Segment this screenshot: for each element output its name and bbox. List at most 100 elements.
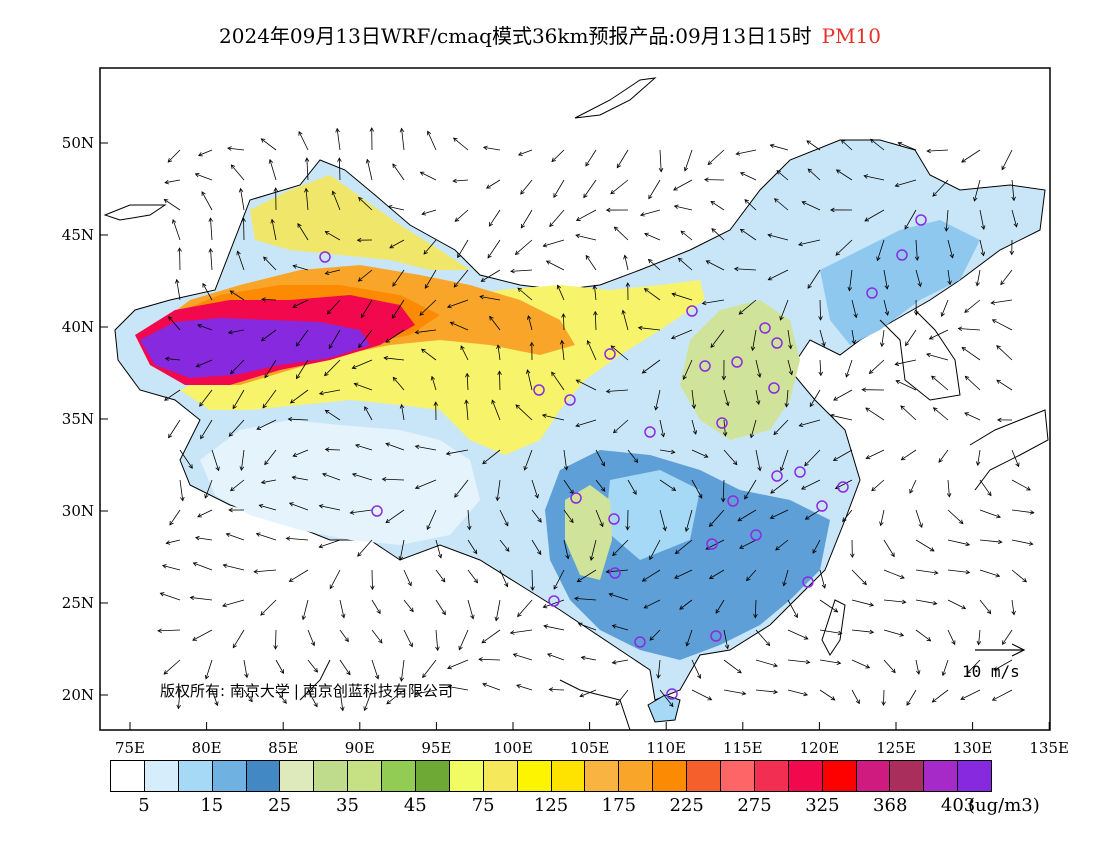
wind-arrow-head	[608, 592, 614, 598]
wind-arrow-head	[473, 549, 478, 555]
wind-arrow	[527, 315, 533, 331]
colorbar-swatch	[754, 761, 789, 791]
wind-arrow-head	[757, 466, 762, 472]
wind-arrow	[553, 569, 565, 590]
wind-arrow	[163, 659, 181, 675]
wind-arrow	[691, 689, 712, 701]
wind-arrow-head	[708, 522, 714, 527]
wind-arrow	[848, 269, 853, 291]
wind-arrow	[302, 599, 309, 620]
wind-arrow	[574, 598, 597, 601]
wind-arrow-head	[255, 532, 261, 537]
city-marker	[533, 384, 545, 396]
wind-arrow	[895, 179, 917, 187]
wind-arrow-head	[328, 344, 333, 350]
wind-arrow	[786, 389, 789, 407]
wind-arrow	[1001, 149, 1013, 170]
wind-arrow	[723, 449, 738, 465]
colorbar	[110, 760, 992, 792]
wind-arrow-head	[1015, 462, 1020, 468]
wind-arrow-head	[517, 612, 522, 618]
junggar-yellow-region	[250, 175, 470, 270]
wind-arrow-head	[779, 466, 785, 472]
wind-arrow-head	[164, 179, 169, 185]
wind-arrow-head	[611, 659, 617, 665]
wind-arrow	[1000, 269, 1013, 285]
lon-label: 120E	[800, 739, 840, 757]
wind-arrow-head	[208, 217, 213, 222]
colorbar-swatch	[585, 761, 620, 791]
wind-arrow	[200, 419, 213, 439]
wind-arrow	[553, 179, 565, 198]
wind-arrow	[787, 689, 808, 696]
colorbar-swatch	[687, 761, 722, 791]
wind-arrow-head	[991, 696, 997, 701]
colorbar-swatch	[517, 761, 552, 791]
wind-arrow-head	[658, 167, 664, 173]
colorbar-label: 225	[669, 795, 704, 816]
wind-arrow-head	[733, 266, 739, 272]
wind-arrow-head	[169, 520, 174, 526]
wind-arrow	[195, 537, 213, 541]
wind-arrow	[804, 449, 821, 466]
wind-arrow-head	[941, 671, 947, 677]
wind-arrow-head	[457, 253, 462, 259]
wind-arrow-head	[897, 141, 903, 147]
wind-arrow	[609, 593, 629, 601]
wind-arrow	[659, 149, 662, 172]
wind-arrow-head	[426, 130, 432, 136]
wind-arrow	[352, 359, 373, 369]
wind-arrow	[851, 599, 874, 606]
wind-arrow-head	[465, 372, 470, 378]
wind-arrow	[691, 449, 709, 458]
wind-arrow	[483, 146, 501, 151]
wind-arrow	[722, 479, 725, 502]
wind-arrow-head	[575, 422, 581, 428]
wind-arrow	[851, 329, 855, 344]
wind-arrow	[295, 329, 309, 347]
wind-arrow-head	[208, 247, 213, 253]
wind-arrow-head	[673, 186, 678, 191]
city-marker	[604, 348, 616, 360]
wind-arrow-head	[881, 701, 886, 707]
wind-arrow-head	[868, 369, 874, 375]
wind-arrow	[575, 234, 597, 241]
wind-arrow-head	[670, 449, 676, 455]
wind-arrow	[612, 659, 629, 664]
wind-arrow-head	[378, 638, 383, 644]
wind-arrow	[262, 389, 277, 409]
wind-arrow	[360, 299, 373, 318]
wind-arrow	[371, 659, 379, 679]
wind-arrow	[841, 139, 853, 151]
lat-label: 20N	[62, 686, 94, 704]
wind-arrow-head	[773, 689, 778, 695]
wind-arrow-head	[514, 250, 520, 256]
wind-arrow-head	[517, 287, 523, 293]
wind-arrow-head	[164, 396, 169, 401]
wind-arrow	[296, 359, 309, 379]
wind-arrow-head	[424, 284, 429, 289]
wind-arrow-head	[445, 451, 451, 456]
wind-arrow-head	[724, 644, 730, 650]
city-marker	[896, 249, 908, 261]
wind-arrow-head	[559, 339, 565, 345]
wind-arrow	[734, 268, 757, 271]
wind-arrow	[979, 509, 1001, 518]
wind-arrow-head	[341, 613, 346, 619]
wind-arrow	[516, 684, 533, 691]
wind-arrow	[364, 406, 373, 421]
wind-arrow-head	[470, 614, 475, 620]
wind-arrow	[577, 569, 597, 583]
wind-arrow	[350, 509, 373, 514]
wind-arrow-head	[279, 669, 284, 674]
wind-arrow	[332, 191, 341, 211]
city-marker	[771, 470, 783, 482]
wind-arrow-head	[485, 184, 491, 189]
wind-arrow-head	[537, 518, 542, 523]
wind-arrow-head	[900, 574, 905, 579]
wind-arrow-head	[575, 233, 580, 239]
wind-arrow	[915, 239, 918, 261]
wind-arrow-head	[222, 602, 227, 608]
wind-arrow	[1002, 629, 1013, 645]
wind-arrow	[388, 206, 405, 211]
